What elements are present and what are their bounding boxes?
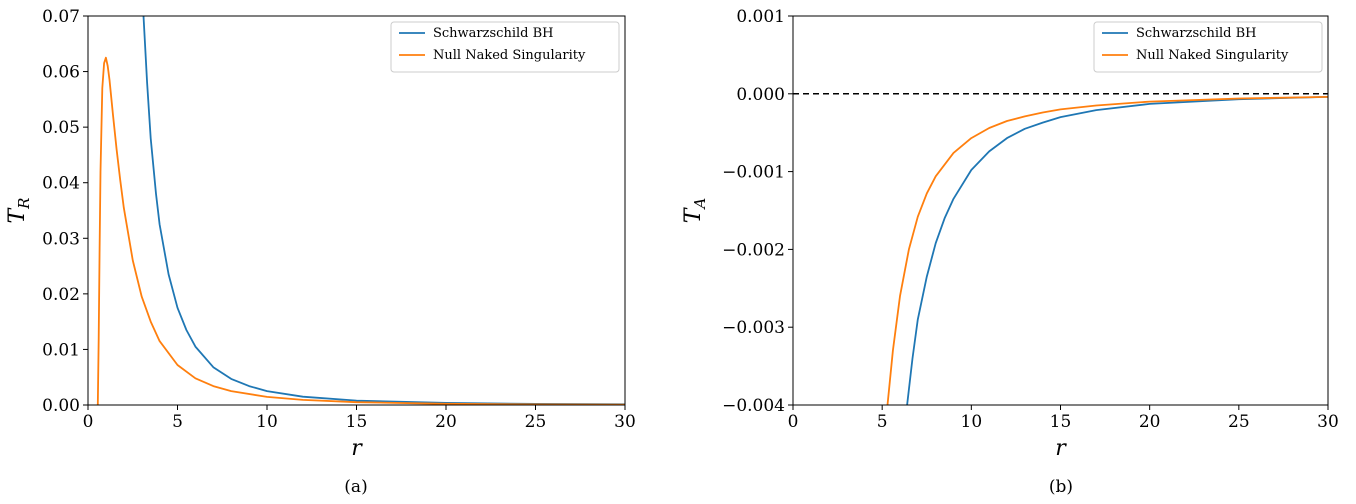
chart-panel-b: 0 5 10 15 20 25 30 −0.004 −0.003 −0.002 −0.001 0.00… — [681, 7, 1339, 497]
x-axis-label: r — [351, 436, 363, 461]
axes-frame — [87, 15, 626, 406]
series-line-null-naked-singularity — [96, 56, 625, 405]
y-tick-label: −0.002 — [722, 240, 785, 260]
y-axis-label-main: T — [5, 206, 30, 223]
panel-caption: (b) — [1049, 477, 1073, 497]
x-tick-label: 0 — [788, 412, 799, 432]
y-axis-label: TA — [681, 198, 709, 224]
legend-box — [1093, 21, 1323, 73]
x-tick-label: 0 — [83, 412, 94, 432]
x-tick-label: 15 — [346, 412, 368, 432]
chart-panel-a: 0 5 10 15 20 25 30 0.00 0.01 0.02 0.03 0.04 0.05 0.06… — [5, 7, 636, 497]
x-tick-label: 5 — [877, 412, 888, 432]
y-tick-label: 0.01 — [42, 340, 80, 360]
y-tick-label: 0.04 — [42, 174, 80, 194]
y-tick-label: 0.000 — [736, 85, 785, 105]
x-tick-label: 25 — [525, 412, 547, 432]
axes-frame — [792, 15, 1329, 406]
series-line-schwarzschild-bh — [906, 96, 1328, 405]
x-tick-label: 30 — [614, 412, 636, 432]
legend-entry: Null Naked Singularity — [1136, 48, 1289, 63]
series-line-null-naked-singularity — [886, 96, 1328, 405]
y-tick-label: −0.001 — [722, 163, 785, 183]
legend-entry: Schwarzschild BH — [1136, 26, 1257, 41]
series-line-schwarzschild-bh — [142, 16, 625, 405]
y-axis-label-subscript: A — [691, 198, 709, 211]
y-tick-label: 0.001 — [736, 7, 785, 27]
legend: Schwarzschild BH Null Naked Singularity — [390, 21, 620, 73]
y-tick-label: −0.004 — [722, 396, 785, 416]
y-axis-label-main: T — [681, 206, 706, 223]
y-tick-label: 0.00 — [42, 396, 80, 416]
x-tick-label: 10 — [256, 412, 278, 432]
legend-entry: Null Naked Singularity — [433, 48, 586, 63]
panel-caption: (a) — [344, 477, 367, 497]
y-tick-label: 0.05 — [42, 118, 80, 138]
x-tick-label: 20 — [1139, 412, 1161, 432]
y-tick-label: 0.06 — [42, 63, 80, 83]
x-tick-label: 10 — [961, 412, 983, 432]
x-tick-label: 30 — [1317, 412, 1339, 432]
x-axis-label: r — [1055, 436, 1067, 461]
y-axis-label-subscript: R — [15, 198, 33, 210]
x-tick-label: 20 — [435, 412, 457, 432]
y-tick-label: 0.02 — [42, 285, 80, 305]
x-tick-label: 15 — [1050, 412, 1072, 432]
y-tick-label: 0.07 — [42, 7, 80, 27]
y-tick-label: −0.003 — [722, 318, 785, 338]
legend: Schwarzschild BH Null Naked Singularity — [1093, 21, 1323, 73]
y-tick-label: 0.03 — [42, 229, 80, 249]
x-tick-label: 5 — [172, 412, 183, 432]
legend-entry: Schwarzschild BH — [433, 26, 554, 41]
y-axis-label: TR — [5, 198, 33, 224]
x-tick-label: 25 — [1228, 412, 1250, 432]
legend-box — [390, 21, 620, 73]
